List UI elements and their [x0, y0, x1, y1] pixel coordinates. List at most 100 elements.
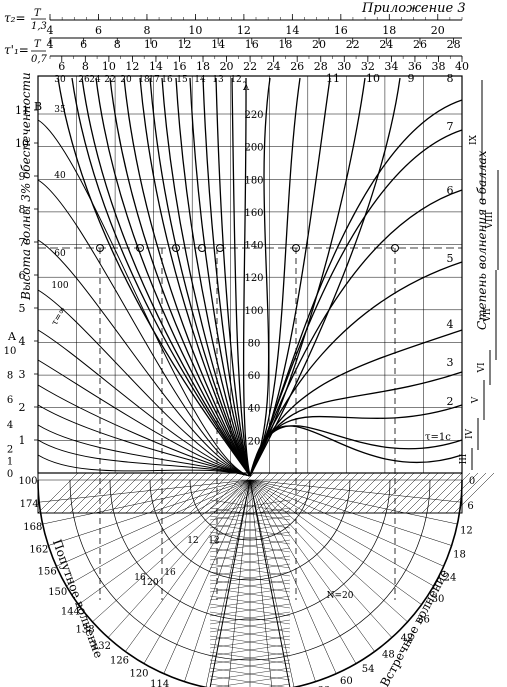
marker-circle — [391, 244, 399, 252]
grade-label: V — [471, 396, 481, 404]
hatch-line — [61, 472, 103, 514]
polar-inner-label: 12 — [187, 536, 198, 546]
grade-label: VIII — [485, 211, 495, 230]
tau-curve — [249, 77, 331, 477]
hatch-line — [221, 472, 263, 514]
polar-angle-label: 12 — [460, 525, 473, 536]
period-scales: 4 6 8 10 12 14 16 18 204 6 8 10 12 14 16 18 20 22 24 26 286 8… — [47, 14, 469, 73]
tau-curve — [123, 77, 251, 477]
axis-A-tick-label: 10 — [4, 346, 17, 357]
polar-angle-label: 48 — [382, 650, 395, 661]
hatch-line — [69, 472, 111, 514]
curve-label: 13 — [212, 75, 224, 85]
head-waves-title: Встречное волнение — [378, 567, 452, 687]
polar-angle-label: 18 — [453, 549, 466, 560]
polar-radial — [249, 479, 444, 567]
curve-label: 100 — [51, 281, 68, 291]
tau-curve — [161, 77, 251, 477]
axis-lambda-tick-label: 180 — [244, 175, 263, 186]
hatch-line — [413, 472, 455, 514]
tau-curve — [242, 77, 251, 477]
polar-radial — [249, 479, 295, 687]
tau1-tick-label: 4 — [47, 38, 54, 51]
tau-curve — [37, 329, 251, 477]
axis-lambda-tick-label: 60 — [248, 371, 261, 382]
tau-tick-label: 28 — [314, 60, 328, 73]
polar-angle-label: 126 — [110, 656, 129, 667]
tau2-tick-label: 18 — [382, 24, 396, 37]
polar-radial — [227, 479, 251, 687]
axis-lambda-tick-label: 100 — [244, 306, 263, 317]
curve-label: 7 — [447, 120, 454, 133]
hatch-line — [285, 472, 327, 514]
tau-curve — [37, 239, 251, 477]
marker-circle — [136, 244, 144, 252]
cross-hatch — [268, 683, 291, 687]
polar-radial — [163, 479, 251, 674]
polar-angle-label: 6 — [467, 501, 473, 512]
tau2-denominator: 1,3 — [31, 21, 47, 32]
tau-curve — [202, 77, 251, 477]
tau-curve — [175, 77, 251, 477]
grade-label: III — [459, 453, 469, 464]
hatch-line — [109, 472, 151, 514]
polar-n-label: N=20 — [327, 591, 354, 601]
polar-angle-label: 24 — [444, 572, 457, 583]
polar-angle-label: 162 — [29, 545, 48, 556]
hatch-line — [277, 472, 319, 514]
tau-curve — [249, 77, 366, 477]
tau2-tick-label: 8 — [143, 24, 150, 37]
tau2-tick-label: 6 — [95, 24, 102, 37]
polar-angle-label: 156 — [38, 566, 57, 577]
hatch-line — [133, 472, 175, 514]
tau1-tick-label: 20 — [312, 38, 326, 51]
tau2-tick-label: 20 — [431, 24, 445, 37]
grade-label: VII — [483, 308, 493, 323]
tau-one-second-label: τ=1c — [425, 432, 451, 443]
polar-angle-label: 60 — [340, 676, 353, 687]
curve-label: 24 — [89, 75, 101, 85]
tau1-tick-label: 18 — [278, 38, 292, 51]
tau-tick-label: 6 — [58, 60, 65, 73]
tau-curve — [215, 77, 251, 477]
hatch-line — [261, 472, 303, 514]
polar-radial — [249, 479, 375, 652]
curve-label: 22 — [104, 75, 115, 85]
axis-B-tick-label: 7 — [19, 236, 26, 249]
tau-curve — [37, 119, 251, 477]
hatch-line — [293, 472, 335, 514]
hatch-line — [301, 472, 343, 514]
curve-label: 60 — [54, 249, 66, 259]
axis-B-letter: B — [34, 100, 42, 113]
curve-label: 30 — [54, 75, 66, 85]
polar-radial — [249, 479, 422, 605]
tau-curve — [249, 77, 271, 477]
polar-radial — [184, 479, 251, 682]
tau2-numerator: T — [34, 8, 42, 19]
curve-label: 17 — [148, 75, 160, 85]
tau-infinity-label: τ=∞ — [50, 305, 69, 327]
grade-label: IV — [465, 428, 475, 439]
axis-B-tick-label: 10 — [15, 137, 29, 150]
polar-inner-label: 12 — [208, 536, 219, 546]
axis-B-tick-label: 4 — [19, 335, 26, 348]
tau1-denominator: 0,7 — [31, 54, 48, 65]
axis-B-tick-label: 1 — [19, 434, 26, 447]
hatch-line — [309, 472, 351, 514]
tau-tick-label: 14 — [149, 60, 163, 73]
tau2-tick-label: 16 — [334, 24, 348, 37]
tau-curve — [249, 77, 301, 477]
axis-lambda-tick-label: 80 — [248, 338, 261, 349]
polar-angle-label: 30 — [432, 594, 445, 605]
curve-label: 15 — [176, 75, 188, 85]
curve-label: 5 — [447, 252, 454, 265]
polar-radial — [107, 479, 251, 638]
hatch-line — [101, 472, 143, 514]
tau-tick-label: 40 — [455, 60, 469, 73]
polar-angle-label: 174 — [20, 499, 39, 510]
hatch-line — [405, 472, 447, 514]
wind-grade-title: Степень волнения в баллах — [475, 150, 489, 330]
hatch-line — [357, 472, 399, 514]
axis-B-tick-label: 11 — [15, 104, 29, 117]
polar-radial — [92, 479, 251, 623]
